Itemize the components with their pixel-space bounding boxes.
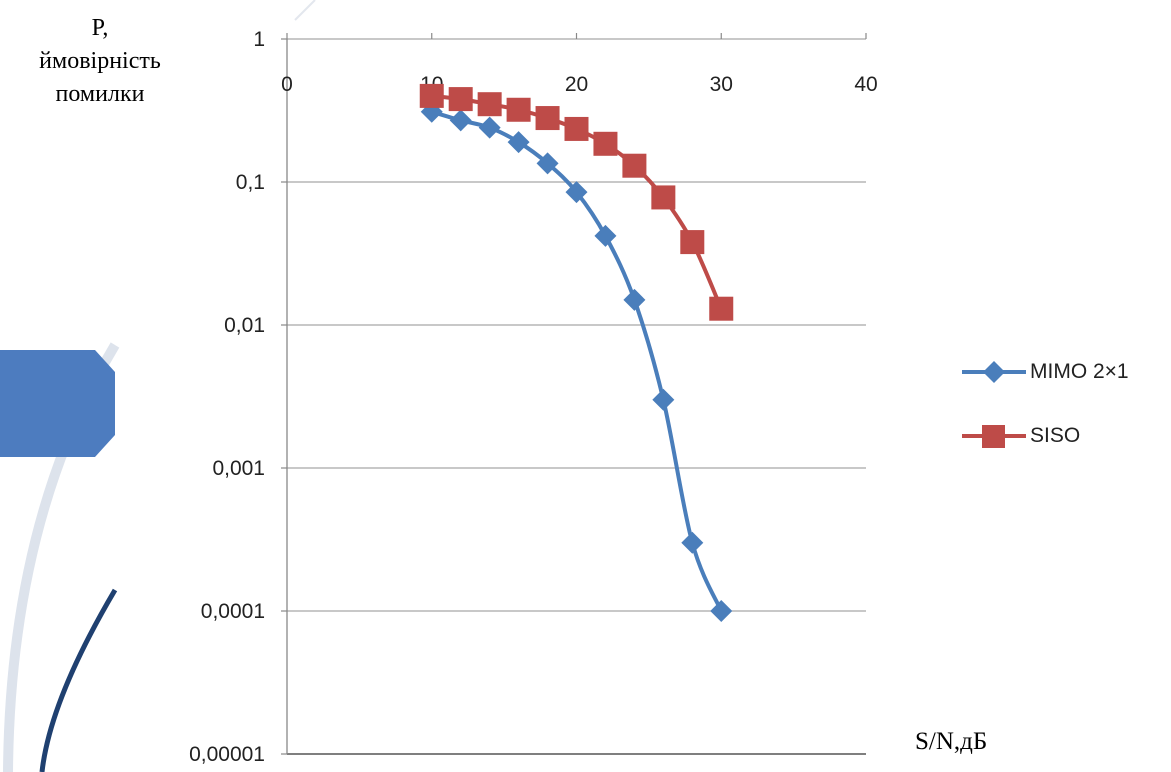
y-tick-label-4: 0,0001 [201, 600, 265, 623]
legend-label-siso: SISO [1030, 424, 1081, 447]
blue-hexagon-decoration [0, 350, 115, 457]
series-1-point-1 [448, 87, 473, 112]
legend-swatch-mimo [962, 361, 1026, 383]
series-0-point-8 [652, 388, 675, 411]
series-1-point-7 [622, 153, 647, 178]
y-axis-label: P, ймовірність помилки [10, 12, 190, 111]
series-1-point-8 [651, 185, 676, 210]
series-1-point-0 [419, 83, 444, 108]
series-0-point-4 [536, 152, 559, 175]
series-0-point-6 [594, 224, 617, 247]
series-0-point-3 [507, 131, 530, 154]
series-0-point-10 [710, 600, 733, 622]
y-axis-label-line-3: помилки [55, 81, 145, 107]
series-0-point-1 [449, 109, 472, 132]
y-axis-label-line-1: P, [91, 15, 109, 41]
x-tick-label-2: 20 [565, 73, 588, 96]
series-1-point-2 [477, 92, 502, 117]
x-axis-label: S/N,дБ [915, 728, 988, 755]
y-tick-label-0: 1 [253, 28, 265, 51]
x-tick-label-3: 30 [710, 73, 733, 96]
series-1-point-10 [709, 296, 734, 321]
y-tick-label-3: 0,001 [212, 457, 265, 480]
series-1-point-3 [506, 97, 531, 122]
x-tick-label-0: 0 [281, 73, 293, 96]
y-tick-label-2: 0,01 [224, 314, 265, 337]
gridlines [287, 38, 866, 755]
series-1-point-9 [680, 230, 705, 255]
series-1-point-5 [564, 116, 589, 141]
series-0-point-7 [623, 288, 646, 311]
y-axis-label-line-2: ймовірність [39, 48, 161, 74]
series-1-point-4 [535, 106, 560, 131]
axes [281, 33, 867, 755]
x-tick-label-4: 40 [854, 73, 877, 96]
series-0-point-5 [565, 181, 588, 204]
series-0-point-9 [681, 531, 704, 554]
y-tick-label-1: 0,1 [236, 171, 265, 194]
legend-item-siso: SISO [960, 419, 1129, 453]
series-1-point-6 [593, 131, 618, 156]
dark-arc-decoration [39, 588, 118, 772]
faint-top-line [294, 0, 316, 21]
legend-item-mimo: MIMO 2×1 [960, 355, 1129, 389]
series-layer [419, 83, 734, 622]
series-0-point-2 [478, 116, 501, 139]
legend: MIMO 2×1 SISO [960, 355, 1129, 483]
legend-label-mimo: MIMO 2×1 [1030, 360, 1129, 383]
legend-swatch-siso [962, 425, 1026, 448]
y-tick-label-5: 0,00001 [189, 743, 265, 766]
